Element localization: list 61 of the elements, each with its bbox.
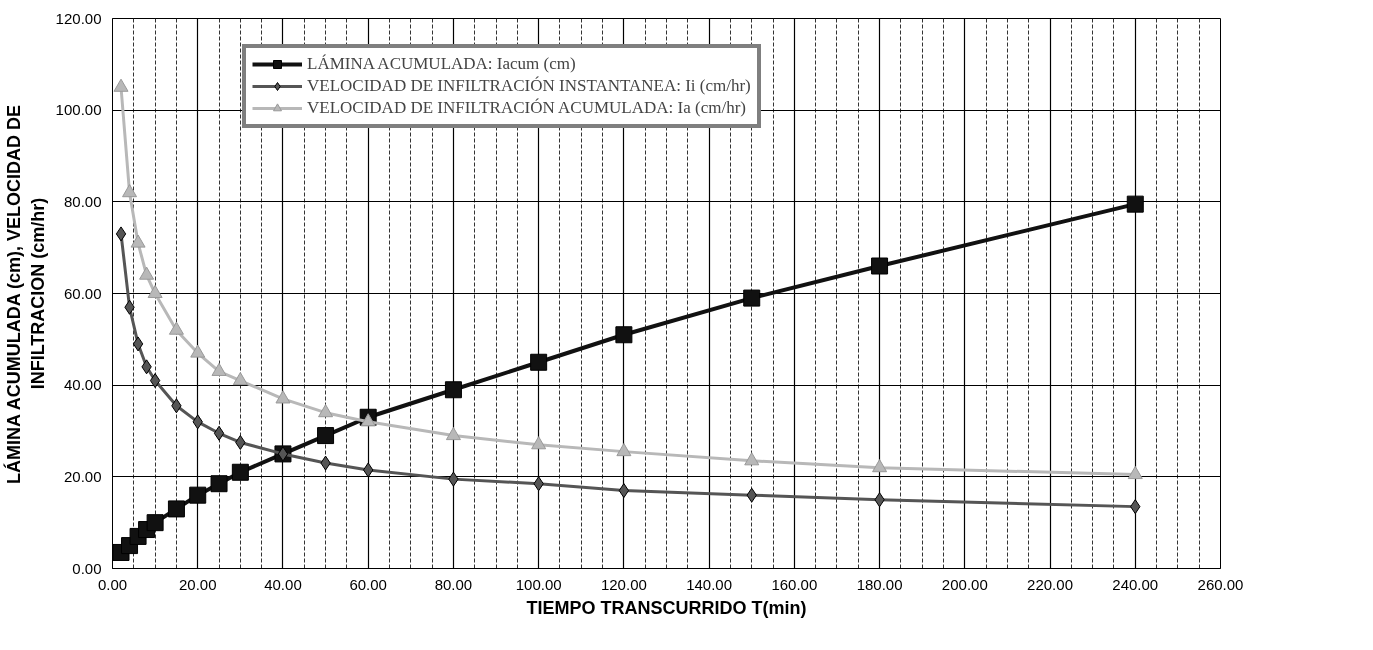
point (530, 353, 548, 371)
y-tick-label: 80.00 (63, 192, 102, 210)
point (122, 184, 138, 198)
point (1126, 195, 1144, 213)
legend-label: VELOCIDAD DE INFILTRACIÓN ACUMULADA: Ia (cm/hr) (307, 98, 746, 118)
point (871, 257, 889, 275)
point (360, 413, 376, 427)
point (531, 436, 547, 450)
x-tick-label: 180.00 (856, 575, 903, 593)
x-tick-label: 260.00 (1197, 575, 1244, 593)
point (132, 336, 144, 352)
x-tick-label: 200.00 (941, 575, 988, 593)
x-tick-label: 160.00 (771, 575, 818, 593)
x-tick-label: 20.00 (178, 575, 217, 593)
point (146, 514, 164, 532)
x-tick-label: 0.00 (97, 575, 128, 593)
point (167, 500, 185, 518)
point (618, 483, 630, 499)
point (744, 452, 760, 466)
point (113, 78, 129, 92)
point (232, 372, 248, 386)
point (743, 289, 761, 307)
point (213, 425, 225, 441)
x-tick-label: 100.00 (515, 575, 562, 593)
point (168, 321, 184, 335)
x-tick-label: 140.00 (686, 575, 733, 593)
y-axis-title: LÁMINA ACUMULADA (cm), VELOCIDAD DE INFILTRACION (cm/hr) (2, 105, 48, 484)
x-tick-label: 60.00 (349, 575, 387, 593)
point (147, 284, 163, 299)
legend-label: LÁMINA ACUMULADA: Iacum (cm) (307, 54, 576, 74)
y-tick-label: 0.00 (72, 559, 102, 577)
y-tick-label: 60.00 (63, 284, 102, 302)
point (318, 404, 334, 418)
point (149, 373, 161, 389)
point (872, 459, 888, 473)
point (616, 443, 632, 457)
x-tick-label: 120.00 (600, 575, 647, 593)
point (615, 326, 633, 344)
point (115, 226, 127, 242)
y-tick-label: 100.00 (55, 101, 102, 119)
y-tick-label: 20.00 (63, 467, 102, 485)
x-tick-label: 80.00 (434, 575, 473, 593)
point (275, 390, 291, 404)
x-tick-label: 220.00 (1027, 575, 1073, 593)
point (189, 486, 207, 504)
point (317, 427, 335, 445)
y-tick-label: 40.00 (63, 376, 102, 394)
point (445, 427, 461, 441)
x-tick-label: 40.00 (264, 575, 302, 593)
x-axis-title: TIEMPO TRANSCURRIDO T(min) (526, 597, 807, 618)
point (210, 475, 228, 493)
point (231, 463, 249, 481)
x-tick-label: 240.00 (1112, 575, 1159, 593)
y-tick-label: 120.00 (55, 9, 102, 27)
legend-label: VELOCIDAD DE INFILTRACIÓN INSTANTANEA: Ii (cm/hr) (307, 76, 751, 96)
point (444, 381, 462, 399)
point (190, 344, 206, 358)
point (130, 234, 146, 248)
point (1127, 465, 1143, 480)
point (139, 266, 155, 280)
point (211, 362, 227, 376)
